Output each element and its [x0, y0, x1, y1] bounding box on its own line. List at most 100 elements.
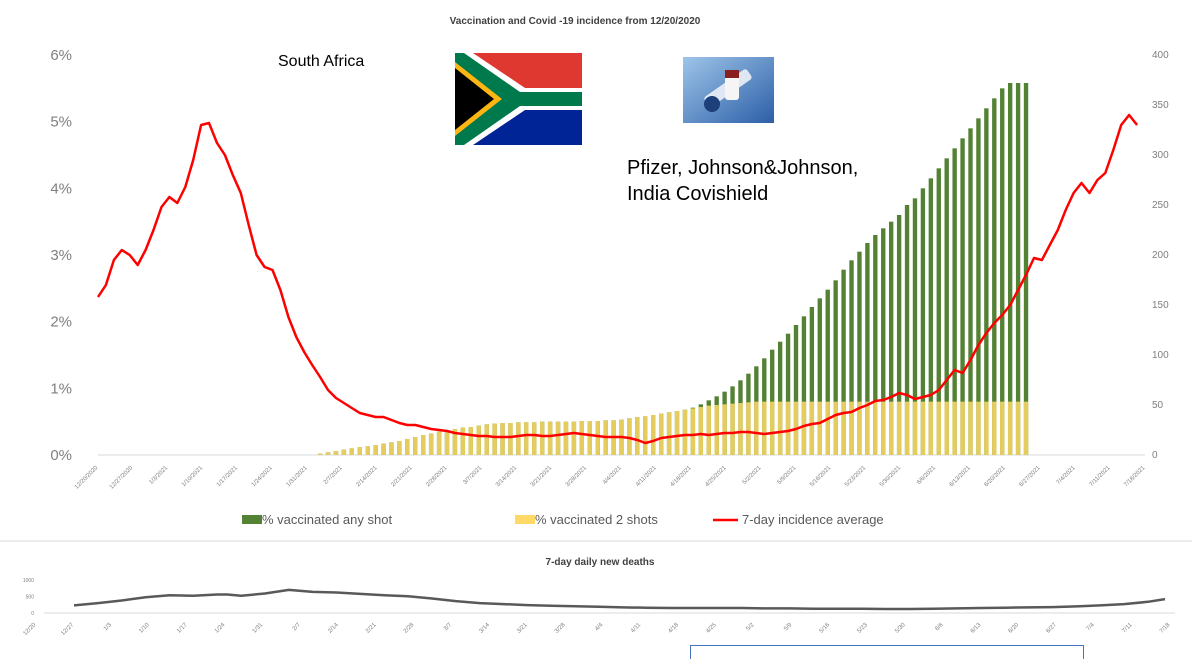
x-tick-label: 2/21/2021 — [390, 465, 414, 489]
bar-vaccinated-two-shots — [881, 401, 886, 455]
bar-vaccinated-two-shots — [849, 401, 854, 455]
x-tick-label: 12/27/2020 — [109, 465, 135, 491]
bar-vaccinated-two-shots — [801, 401, 807, 455]
bar-vaccinated-two-shots — [563, 421, 569, 455]
deaths-x-tick-label: 12/20 — [23, 622, 38, 637]
bar-vaccinated-any-shot — [793, 325, 799, 455]
bar-vaccinated-two-shots — [825, 401, 830, 455]
deaths-x-tick-label: 7/4 — [1086, 622, 1097, 633]
bar-vaccinated-two-shots — [460, 427, 466, 455]
bar-vaccinated-two-shots — [738, 403, 743, 455]
deaths-x-axis-ticks: 12/20 12/27 1/3 1/10 1/17 1/24 1/31 2/7 2/14 2/21… — [23, 622, 1172, 637]
bar-vaccinated-two-shots — [643, 416, 648, 455]
bar-vaccinated-two-shots — [770, 401, 775, 455]
bar-vaccinated-any-shot — [865, 243, 870, 455]
bar-vaccinated-two-shots — [960, 401, 965, 455]
bar-vaccinated-two-shots — [984, 401, 989, 455]
deaths-x-tick-label: 2/21 — [365, 622, 378, 635]
x-tick-label: 3/7/2021 — [463, 465, 484, 486]
bar-vaccinated-two-shots — [579, 421, 585, 455]
annotation-vaccines-line2: India Covishield — [627, 183, 768, 205]
x-tick-label: 2/28/2021 — [425, 465, 449, 489]
deaths-x-tick-label: 5/30 — [894, 622, 907, 635]
x-tick-label: 6/6/2021 — [916, 465, 937, 486]
bar-vaccinated-any-shot — [833, 280, 838, 455]
bar-vaccinated-two-shots — [698, 407, 703, 455]
right-y-tick-label: 350 — [1152, 100, 1169, 111]
x-tick-label: 2/14/2021 — [355, 465, 379, 489]
bar-vaccinated-two-shots — [865, 401, 870, 455]
x-tick-label: 4/4/2021 — [602, 465, 623, 486]
legend-swatch-two-shots — [515, 515, 535, 524]
bar-vaccinated-two-shots — [706, 405, 711, 455]
bar-vaccinated-two-shots — [658, 413, 664, 455]
deaths-chart-title: 7-day daily new deaths — [546, 557, 655, 568]
right-y-tick-label: 250 — [1152, 200, 1169, 211]
deaths-y-tick-label: 1000 — [23, 578, 34, 584]
deaths-x-tick-label: 5/23 — [857, 622, 870, 635]
bars-vaccinated-two-shots — [317, 401, 1029, 455]
bar-vaccinated-two-shots — [722, 404, 727, 455]
x-tick-label: 1/31/2021 — [286, 465, 310, 489]
bar-vaccinated-two-shots — [896, 401, 902, 455]
bar-vaccinated-two-shots — [325, 452, 331, 455]
bar-vaccinated-any-shot — [801, 316, 807, 455]
bar-vaccinated-two-shots — [952, 401, 957, 455]
bar-vaccinated-any-shot — [1007, 83, 1013, 455]
x-tick-label: 3/14/2021 — [495, 465, 519, 489]
bar-vaccinated-two-shots — [762, 401, 767, 455]
deaths-x-tick-label: 3/7 — [443, 622, 454, 633]
bar-vaccinated-two-shots — [690, 408, 696, 455]
bar-vaccinated-two-shots — [317, 453, 323, 455]
x-tick-label: 1/24/2021 — [251, 465, 275, 489]
bar-vaccinated-two-shots — [421, 435, 426, 455]
deaths-x-tick-label: 3/28 — [554, 622, 567, 635]
bar-vaccinated-two-shots — [809, 401, 815, 455]
bar-vaccinated-two-shots — [944, 401, 949, 455]
bar-vaccinated-any-shot — [960, 138, 965, 456]
x-tick-label: 6/13/2021 — [949, 465, 973, 489]
bar-vaccinated-any-shot — [992, 98, 997, 455]
right-y-tick-label: 150 — [1152, 300, 1169, 311]
left-y-tick-label: 2% — [50, 314, 72, 331]
bar-vaccinated-two-shots — [595, 421, 600, 455]
main-chart: Vaccination and Covid -19 incidence from… — [50, 16, 1169, 527]
bar-vaccinated-two-shots — [651, 415, 656, 455]
x-tick-label: 1/17/2021 — [216, 465, 240, 489]
bar-vaccinated-two-shots — [992, 401, 997, 455]
x-tick-label: 7/18/2021 — [1123, 465, 1147, 489]
bar-vaccinated-any-shot — [889, 221, 894, 455]
deaths-x-tick-label: 1/17 — [176, 622, 189, 635]
bar-vaccinated-any-shot — [904, 205, 910, 455]
bar-vaccinated-two-shots — [976, 401, 981, 455]
bar-vaccinated-two-shots — [524, 422, 529, 455]
bar-vaccinated-two-shots — [889, 401, 894, 455]
x-tick-label: 4/25/2021 — [704, 465, 728, 489]
bar-vaccinated-any-shot — [968, 128, 973, 456]
legend-label-two-shots: % vaccinated 2 shots — [535, 512, 658, 527]
bar-vaccinated-two-shots — [857, 401, 862, 455]
x-axis-ticks: 12/20/2020 12/27/2020 1/3/2021 1/10/2021 1/1… — [74, 465, 1147, 491]
deaths-x-tick-label: 2/28 — [403, 622, 416, 635]
bar-vaccinated-two-shots — [928, 401, 934, 455]
bar-vaccinated-two-shots — [1015, 401, 1021, 455]
bar-vaccinated-any-shot — [857, 251, 862, 455]
bar-vaccinated-any-shot — [825, 289, 830, 455]
bar-vaccinated-any-shot — [1023, 83, 1029, 455]
deaths-x-tick-label: 2/7 — [292, 622, 303, 633]
deaths-y-tick-label: 0 — [31, 611, 34, 617]
x-tick-label: 12/20/2020 — [74, 465, 100, 491]
bar-vaccinated-two-shots — [920, 401, 926, 455]
bar-vaccinated-two-shots — [468, 427, 473, 455]
right-y-tick-label: 50 — [1152, 400, 1164, 411]
bar-vaccinated-any-shot — [1015, 83, 1021, 455]
x-tick-label: 3/28/2021 — [565, 465, 589, 489]
right-y-tick-label: 200 — [1152, 250, 1169, 261]
bar-vaccinated-two-shots — [547, 421, 553, 455]
deaths-x-tick-label: 6/27 — [1046, 622, 1059, 635]
bar-vaccinated-two-shots — [397, 441, 402, 455]
right-y-tick-label: 400 — [1152, 50, 1169, 61]
bar-vaccinated-two-shots — [666, 412, 672, 455]
bar-vaccinated-two-shots — [349, 448, 354, 455]
